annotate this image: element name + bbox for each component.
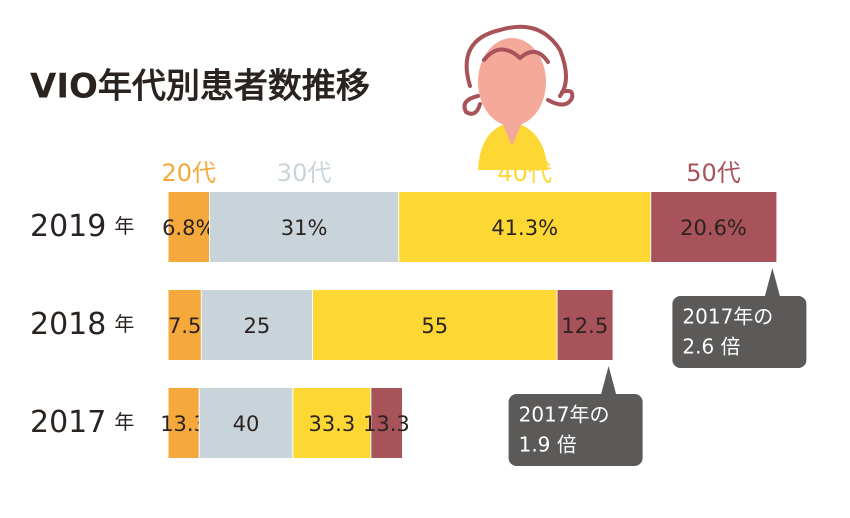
bar-segment xyxy=(370,388,402,458)
illustration xyxy=(462,24,575,170)
legend-label: 30代 xyxy=(277,159,332,187)
shirt xyxy=(478,122,548,170)
category-label: 2017 年 xyxy=(30,405,134,440)
bar-segment xyxy=(398,192,651,262)
callout-ratio: 2.6 倍 xyxy=(682,335,740,359)
value-label: 31% xyxy=(281,216,328,240)
bar-segment xyxy=(201,290,313,360)
value-label: 13.3 xyxy=(363,412,410,436)
bar-segment xyxy=(168,290,202,360)
callout-pointer xyxy=(764,268,781,298)
category-unit: 年 xyxy=(114,312,134,336)
legend-label: 50代 xyxy=(686,159,741,187)
category-unit: 年 xyxy=(114,410,134,434)
value-label: 6.8% xyxy=(162,216,215,240)
bar-segment xyxy=(199,388,293,458)
value-label: 40 xyxy=(233,412,260,436)
face xyxy=(478,38,546,126)
value-label: 7.5 xyxy=(168,314,201,338)
bar-segment xyxy=(557,290,613,360)
value-label: 41.3% xyxy=(491,216,558,240)
value-label: 33.3 xyxy=(308,412,355,436)
category-unit: 年 xyxy=(114,214,134,238)
callout-text: 2017年の xyxy=(519,403,610,427)
value-label: 25 xyxy=(244,314,271,338)
bar-segment xyxy=(650,192,777,262)
category-year: 2019 xyxy=(30,209,106,244)
callout-text: 2017年の xyxy=(682,305,773,329)
bar-segment xyxy=(168,192,210,262)
category-year: 2018 xyxy=(30,307,106,342)
bar-segment xyxy=(292,388,371,458)
callout-box xyxy=(508,394,643,466)
callout-pointer xyxy=(600,366,617,396)
category-year: 2017 xyxy=(30,405,106,440)
callout-ratio: 1.9 倍 xyxy=(519,433,577,457)
value-label: 20.6% xyxy=(680,216,747,240)
value-label: 12.5 xyxy=(561,314,608,338)
legend-label: 40代 xyxy=(497,159,552,187)
chart-title: VIO年代別患者数推移 xyxy=(30,67,370,107)
bar-segment xyxy=(168,388,200,458)
legend-label: 20代 xyxy=(161,159,216,187)
callout-box xyxy=(672,296,807,368)
category-label: 2019 年 xyxy=(30,209,134,244)
bar-segment xyxy=(312,290,558,360)
value-label: 55 xyxy=(421,314,448,338)
category-label: 2018 年 xyxy=(30,307,134,342)
bar-segment xyxy=(209,192,399,262)
hair xyxy=(462,24,575,116)
